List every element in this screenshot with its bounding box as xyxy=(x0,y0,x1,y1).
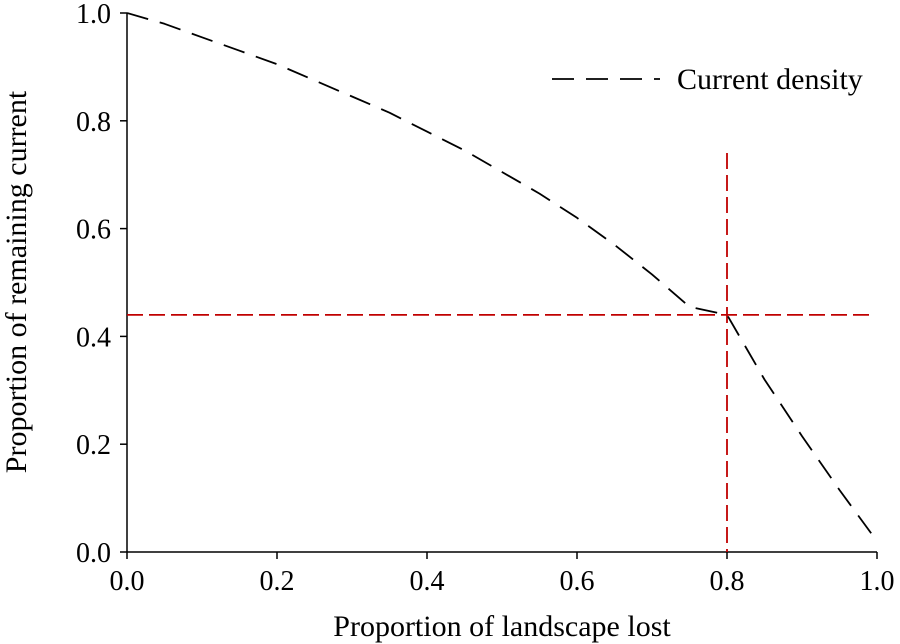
x-axis-ticks: 0.0 0.2 0.4 0.6 0.8 1.0 xyxy=(110,552,895,597)
x-tick-label: 0.0 xyxy=(110,566,145,597)
x-tick-label: 0.6 xyxy=(560,566,595,597)
series-group xyxy=(126,12,878,542)
y-tick-label: 0.2 xyxy=(76,430,111,461)
y-tick-label: 1.0 xyxy=(76,0,111,30)
x-tick-label: 0.4 xyxy=(410,566,445,597)
y-tick-label: 0.0 xyxy=(76,538,111,569)
x-tick-label: 0.8 xyxy=(710,566,745,597)
plot-area: 0.0 0.2 0.4 0.6 0.8 1.0 0.0 0.2 0.4 0.6 0.8 1.0 xyxy=(76,0,895,597)
legend-label-current-density: Current density xyxy=(677,63,863,96)
x-axis-label: Proportion of landscape lost xyxy=(333,610,671,643)
y-axis-ticks: 0.0 0.2 0.4 0.6 0.8 1.0 xyxy=(76,0,127,569)
reference-lines xyxy=(127,153,872,552)
y-tick-label: 0.8 xyxy=(76,107,111,138)
series-line-current-density xyxy=(126,12,878,542)
y-tick-label: 0.6 xyxy=(76,215,111,246)
x-tick-label: 1.0 xyxy=(860,566,895,597)
x-tick-label: 0.2 xyxy=(260,566,295,597)
y-tick-label: 0.4 xyxy=(76,322,111,353)
y-axis-label: Proportion of remaining current xyxy=(0,90,33,473)
legend: Current density xyxy=(552,63,863,96)
